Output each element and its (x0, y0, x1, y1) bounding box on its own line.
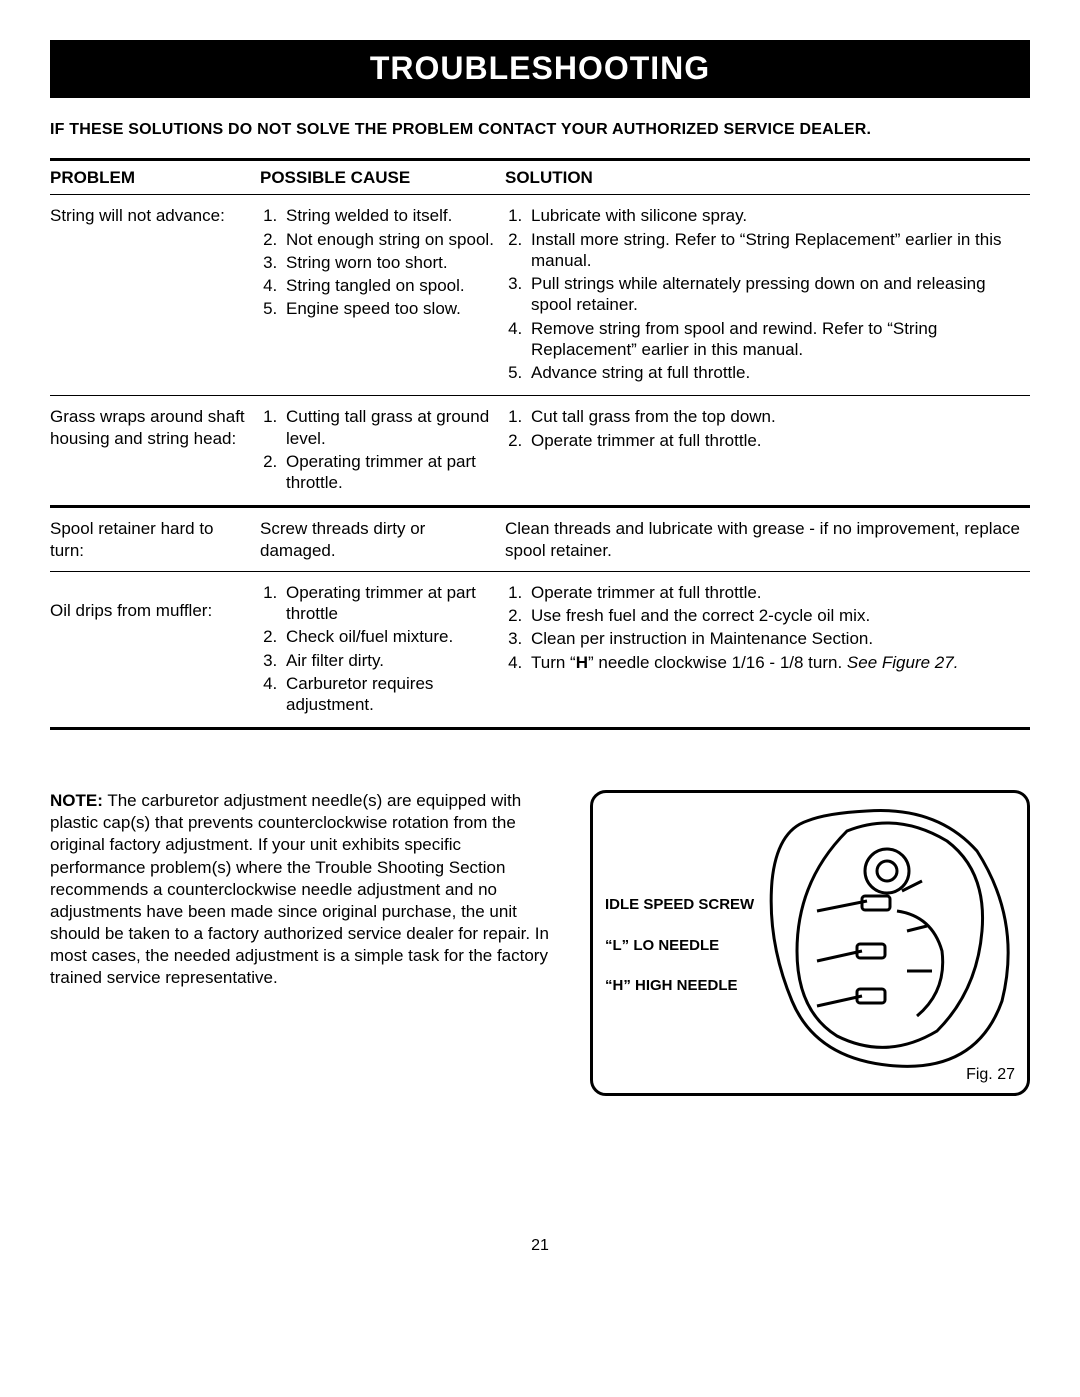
cell-problem: Spool retainer hard to turn: (50, 507, 260, 572)
th-cause: POSSIBLE CAUSE (260, 160, 505, 195)
list-item: Clean per instruction in Maintenance Sec… (527, 628, 1022, 649)
note-paragraph: NOTE: The carburetor adjustment needle(s… (50, 790, 560, 989)
list-item: Carburetor requires adjustment. (282, 673, 497, 716)
th-solution: SOLUTION (505, 160, 1030, 195)
list-item: Operate trimmer at full throttle. (527, 430, 1022, 451)
list-item: Remove string from spool and rewind. Ref… (527, 318, 1022, 361)
table-row: Grass wraps around shaft housing and str… (50, 396, 1030, 507)
list-item: Not enough string on spool. (282, 229, 497, 250)
troubleshooting-table: PROBLEM POSSIBLE CAUSE SOLUTION String w… (50, 158, 1030, 730)
list-item: Pull strings while alternately pressing … (527, 273, 1022, 316)
list-item: Advance string at full throttle. (527, 362, 1022, 383)
list-item: Lubricate with silicone spray. (527, 205, 1022, 226)
list-item: String tangled on spool. (282, 275, 497, 296)
cell-problem: Grass wraps around shaft housing and str… (50, 396, 260, 507)
cell-cause: Screw threads dirty or damaged. (260, 507, 505, 572)
carburetor-illustration (747, 801, 1017, 1081)
cell-solution: Operate trimmer at full throttle.Use fre… (505, 571, 1030, 729)
table-row: Oil drips from muffler:Operating trimmer… (50, 571, 1030, 729)
list-item: Operating trimmer at part throttle. (282, 451, 497, 494)
list-item: String welded to itself. (282, 205, 497, 226)
list-item: Turn “H” needle clockwise 1/16 - 1/8 tur… (527, 652, 1022, 673)
cell-cause: String welded to itself. Not enough strin… (260, 195, 505, 396)
list-item: String worn too short. (282, 252, 497, 273)
list-item: Operating trimmer at part throttle (282, 582, 497, 625)
cell-solution: Lubricate with silicone spray. Install mo… (505, 195, 1030, 396)
list-item: Install more string. Refer to “String Re… (527, 229, 1022, 272)
list-item: Check oil/fuel mixture. (282, 626, 497, 647)
cell-problem: String will not advance: (50, 195, 260, 396)
list-item: Cutting tall grass at ground level. (282, 406, 497, 449)
table-row: String will not advance:String welded to… (50, 195, 1030, 396)
cell-solution: Cut tall grass from the top down. Operate… (505, 396, 1030, 507)
list-item: Operate trimmer at full throttle. (527, 582, 1022, 603)
cell-cause: Cutting tall grass at ground level.Opera… (260, 396, 505, 507)
notice-text: IF THESE SOLUTIONS DO NOT SOLVE THE PROB… (50, 120, 1030, 140)
page-number: 21 (50, 1236, 1030, 1256)
section-banner: TROUBLESHOOTING (50, 40, 1030, 98)
list-item: Air filter dirty. (282, 650, 497, 671)
figure-27: IDLE SPEED SCREW “L” LO NEEDLE “H” HIGH … (590, 790, 1030, 1096)
list-item: Use fresh fuel and the correct 2-cycle o… (527, 605, 1022, 626)
table-row: Spool retainer hard to turn:Screw thread… (50, 507, 1030, 572)
note-body: The carburetor adjustment needle(s) are … (50, 791, 549, 987)
note-lead: NOTE: (50, 791, 103, 810)
list-item: Cut tall grass from the top down. (527, 406, 1022, 427)
th-problem: PROBLEM (50, 160, 260, 195)
list-item: Engine speed too slow. (282, 298, 497, 319)
cell-solution: Clean threads and lubricate with grease … (505, 507, 1030, 572)
cell-cause: Operating trimmer at part throttleCheck … (260, 571, 505, 729)
cell-problem: Oil drips from muffler: (50, 571, 260, 729)
